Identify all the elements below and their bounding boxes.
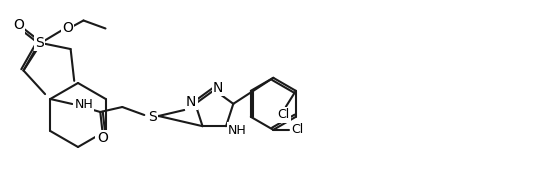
Text: Cl: Cl — [278, 108, 290, 121]
Text: NH: NH — [74, 99, 93, 112]
Text: NH: NH — [228, 124, 247, 137]
Text: O: O — [62, 22, 73, 36]
Text: O: O — [13, 18, 24, 32]
Text: S: S — [35, 36, 44, 50]
Text: N: N — [186, 95, 196, 109]
Text: S: S — [148, 110, 157, 124]
Text: O: O — [97, 131, 108, 145]
Text: N: N — [213, 81, 224, 95]
Text: Cl: Cl — [291, 123, 303, 136]
